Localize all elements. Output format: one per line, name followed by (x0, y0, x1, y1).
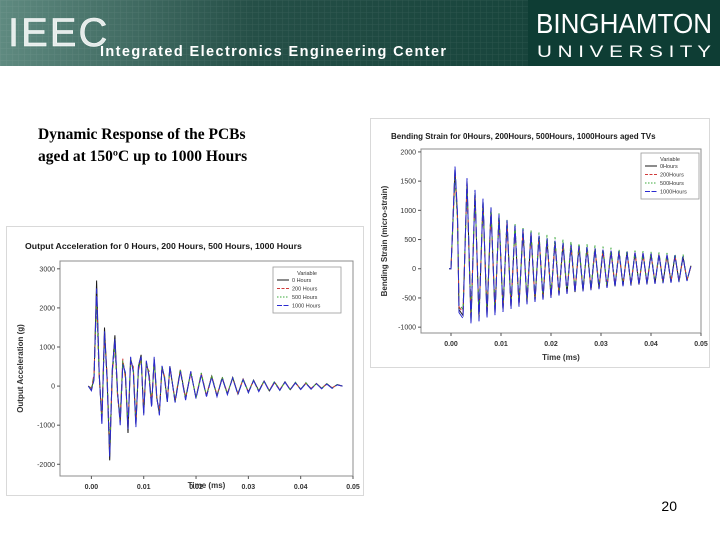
y-tick-label: 0 (51, 384, 55, 391)
legend-entry: 1000Hours (660, 190, 687, 196)
x-tick-label: 0.02 (189, 484, 203, 491)
strain-chart: Bending Strain for 0Hours, 200Hours, 500… (370, 118, 710, 368)
x-tick-label: 0.05 (346, 484, 360, 491)
university-name-line1: BINGHAMTON (536, 8, 712, 39)
y-axis-label: Output Acceleration (g) (16, 324, 25, 413)
page-number: 20 (661, 498, 677, 514)
legend-entry: 500 Hours (292, 295, 318, 301)
series-line (87, 288, 343, 457)
legend-title: Variable (297, 271, 317, 277)
y-tick-label: -1000 (398, 325, 416, 332)
y-tick-label: 3000 (39, 266, 55, 273)
legend-entry: 1000 Hours (292, 304, 321, 310)
x-tick-label: 0.00 (85, 484, 99, 491)
legend-title: Variable (660, 157, 680, 163)
x-tick-label: 0.02 (544, 341, 558, 348)
x-tick-label: 0.03 (594, 341, 608, 348)
y-tick-label: 2000 (39, 305, 55, 312)
y-tick-label: 500 (404, 237, 416, 244)
y-tick-label: 0 (412, 266, 416, 273)
legend-entry: 0Hours (660, 164, 678, 170)
university-logo-panel (528, 0, 720, 66)
y-tick-label: -500 (402, 295, 416, 302)
ieec-logo-text: IEEC (8, 11, 109, 55)
x-axis-label: Time (ms) (542, 353, 580, 362)
university-name-line2: U N I V E R S I T Y (537, 43, 711, 61)
x-tick-label: 0.00 (444, 341, 458, 348)
acceleration-chart: Output Acceleration for 0 Hours, 200 Hou… (6, 226, 364, 496)
slide-title-line2: aged at 150ºC up to 1000 Hours (38, 148, 248, 165)
x-tick-label: 0.01 (494, 341, 508, 348)
y-axis-label: Bending Strain (micro-strain) (380, 185, 389, 296)
y-tick-label: -1000 (37, 423, 55, 430)
x-tick-label: 0.04 (294, 484, 308, 491)
y-tick-label: 1500 (400, 179, 416, 186)
legend-box (640, 152, 700, 200)
x-tick-label: 0.05 (694, 341, 708, 348)
legend-entry: 0 Hours (292, 278, 312, 284)
banner-grid-texture (0, 0, 530, 66)
x-tick-label: 0.04 (644, 341, 658, 348)
y-tick-label: 1000 (400, 208, 416, 215)
chart-title: Output Acceleration for 0 Hours, 200 Hou… (25, 241, 302, 251)
series-group (449, 166, 692, 325)
center-name-text: Integrated Electronics Engineering Cente… (100, 44, 447, 60)
series-group (87, 280, 343, 461)
header-banner: IEEC Integrated Electronics Engineering … (0, 0, 720, 66)
x-tick-label: 0.01 (137, 484, 151, 491)
chart-title: Bending Strain for 0Hours, 200Hours, 500… (391, 132, 656, 141)
legend-entry: 200 Hours (292, 287, 318, 293)
slide-title: Dynamic Response of the PCBs aged at 150… (38, 124, 338, 168)
y-tick-label: -2000 (37, 462, 55, 469)
y-tick-label: 2000 (400, 149, 416, 156)
series-line (449, 166, 692, 325)
x-axis-label: Time (ms) (188, 481, 226, 490)
legend-entry: 500Hours (660, 181, 684, 187)
acceleration-chart-svg: Output Acceleration for 0 Hours, 200 Hou… (7, 227, 363, 495)
legend-entry: 200Hours (660, 173, 684, 179)
y-tick-label: 1000 (39, 345, 55, 352)
slide-title-line1: Dynamic Response of the PCBs (38, 126, 246, 143)
strain-chart-svg: Bending Strain for 0Hours, 200Hours, 500… (371, 119, 709, 367)
x-tick-label: 0.03 (242, 484, 256, 491)
